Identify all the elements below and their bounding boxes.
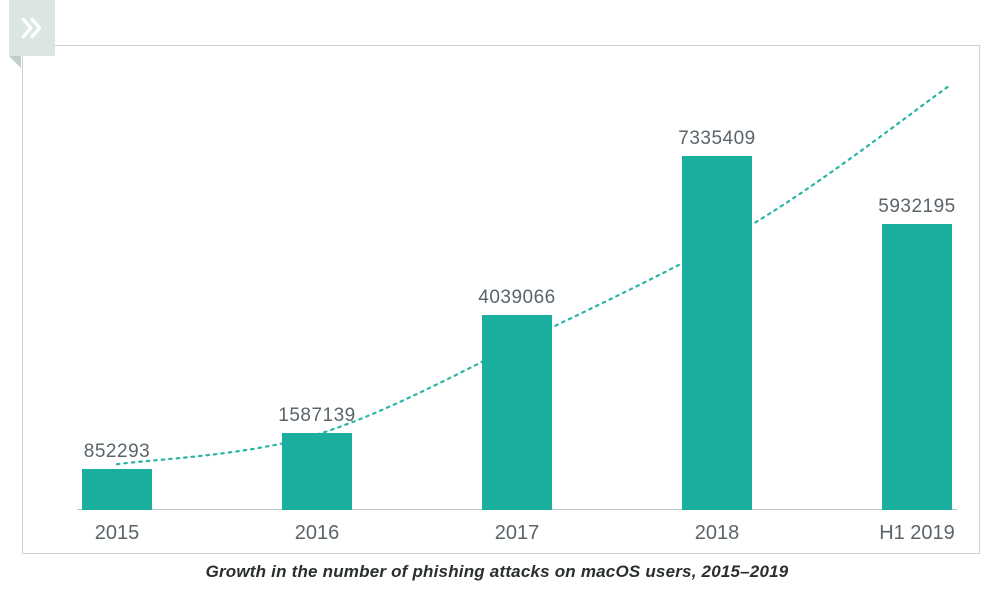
x-axis-label: 2017 — [417, 522, 617, 545]
bar-value-label: 7335409 — [617, 128, 817, 150]
bar-rect — [682, 156, 752, 510]
bar-h1-2019: 5932195H1 2019 — [882, 224, 952, 510]
x-axis-label: 2015 — [17, 522, 217, 545]
corner-tab-decoration — [9, 0, 55, 56]
bar-rect — [282, 433, 352, 510]
bar-value-label: 1587139 — [217, 405, 417, 427]
bar-rect — [482, 315, 552, 510]
plot-area: 8522932015 15871392016 40390662017 73354092… — [77, 66, 957, 510]
chart-frame: 8522932015158713920164039066201773354092… — [22, 45, 980, 554]
x-axis-label: 2016 — [217, 522, 417, 545]
bar-rect — [82, 469, 152, 510]
bar-2017: 40390662017 — [482, 315, 552, 510]
bar-2015: 8522932015 — [82, 469, 152, 510]
x-axis-label: 2018 — [617, 522, 817, 545]
bar-value-label: 852293 — [17, 441, 217, 463]
bar-2018: 73354092018 — [682, 156, 752, 510]
chart-caption: Growth in the number of phishing attacks… — [0, 562, 994, 582]
bar-value-label: 4039066 — [417, 287, 617, 309]
bar-2016: 15871392016 — [282, 433, 352, 510]
bar-rect — [882, 224, 952, 510]
double-chevron-right-icon — [19, 15, 45, 41]
bar-value-label: 5932195 — [817, 196, 994, 218]
x-axis-label: H1 2019 — [817, 522, 994, 545]
